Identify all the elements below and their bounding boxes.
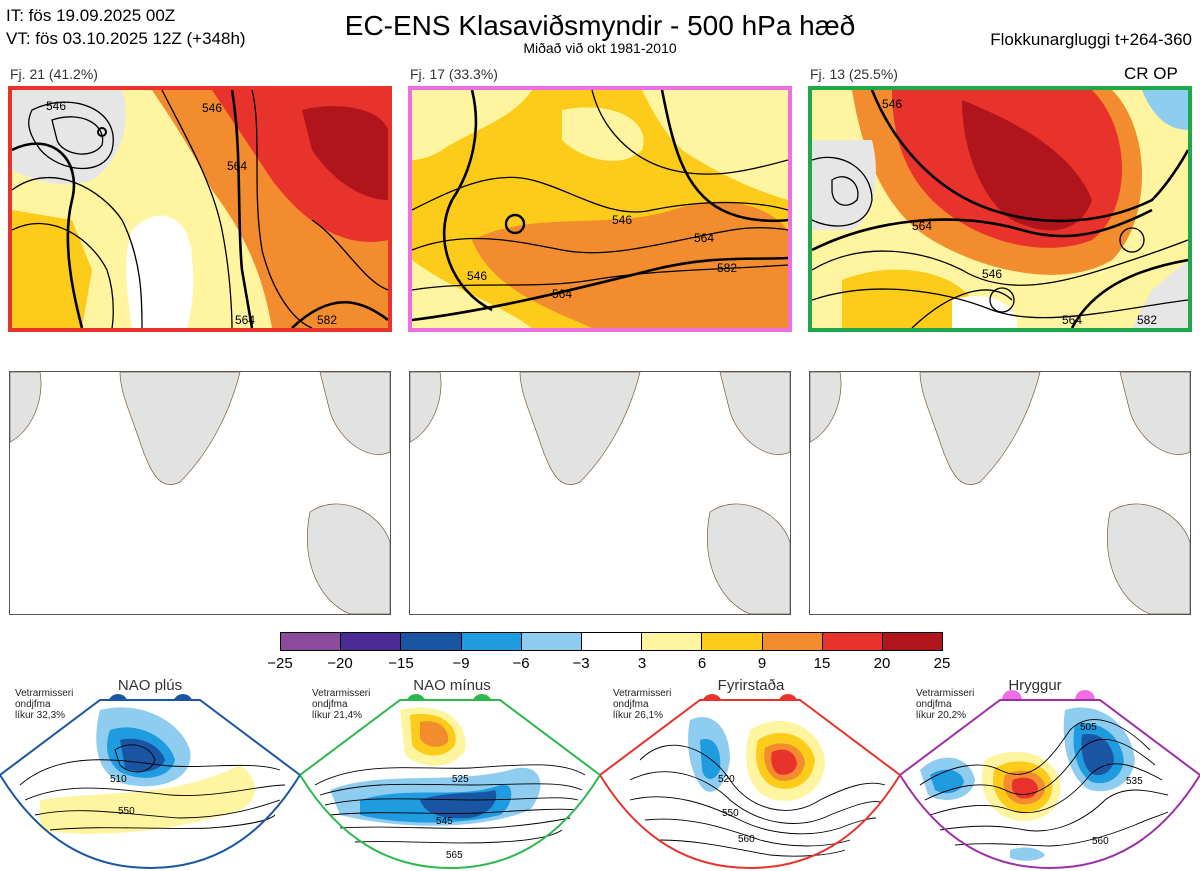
cluster-2-label: Fj. 17 (33.3%) (410, 66, 498, 82)
contour-label: 564 (912, 219, 932, 233)
empty-map-3 (809, 371, 1191, 615)
empty-map-1 (9, 371, 391, 615)
regime-2-map[interactable]: 525 545 565 (300, 690, 600, 870)
colorbar-swatch (882, 633, 943, 650)
regime-value: 550 (722, 808, 739, 819)
cluster-1-map[interactable]: 546 564 546 564 582 (8, 86, 392, 332)
contour-label: 582 (1137, 313, 1157, 327)
contour-label: 546 (982, 267, 1002, 281)
cluster-3-map[interactable]: 546 564 546 564 582 (808, 86, 1192, 332)
regime-value: 510 (110, 774, 127, 785)
colorbar-tick: 15 (813, 655, 831, 672)
colorbar-tick: 25 (933, 655, 951, 672)
regime-2-info: Vetrarmisseri ondjfma líkur 21,4% (312, 688, 371, 721)
cr-op-tag: CR OP (1124, 64, 1178, 83)
colorbar-tick: −20 (327, 655, 353, 672)
colorbar-tick: 6 (697, 655, 707, 672)
contour-label: 546 (202, 101, 222, 115)
regime-4-info: Vetrarmisseri ondjfma líkur 20,2% (916, 688, 975, 721)
colorbar-swatch (762, 633, 823, 650)
colorbar-tick: −6 (512, 655, 530, 672)
header-info: IT: fös 19.09.2025 00Z VT: fös 03.10.202… (6, 4, 246, 50)
regime-3-name: Fyrirstaða (717, 677, 785, 694)
cluster-1-label: Fj. 21 (41.2%) (10, 66, 98, 82)
colorbar-swatch (581, 633, 643, 650)
valid-time: VT: fös 03.10.2025 12Z (+348h) (6, 29, 246, 48)
colorbar-swatch (822, 633, 883, 650)
colorbar-tick: −9 (452, 655, 470, 672)
contour-label: 564 (235, 313, 255, 327)
regime-value: 520 (718, 774, 735, 785)
contour-label: 546 (46, 99, 66, 113)
colorbar-tick: −25 (267, 655, 293, 672)
colorbar-tick: 20 (873, 655, 891, 672)
classification-window: Flokkunargluggi t+264-360 (990, 30, 1192, 49)
contour-label: 582 (317, 313, 337, 327)
regime-1-map[interactable]: 510 550 (0, 690, 300, 870)
cluster-2-map[interactable]: 546 564 582 546 564 (408, 86, 792, 332)
contour-label: 582 (717, 261, 737, 275)
page-title: EC-ENS Klasaviðsmyndir - 500 hPa hæð (344, 10, 856, 41)
regime-value: 525 (452, 774, 469, 785)
regime-3-info: Vetrarmisseri ondjfma líkur 26,1% (613, 688, 672, 721)
colorbar-swatch (401, 633, 462, 650)
colorbar-tick: 3 (637, 655, 647, 672)
contour-label: 564 (694, 231, 714, 245)
contour-label: 564 (227, 159, 247, 173)
regime-value: 560 (1092, 836, 1109, 847)
contour-label: 546 (882, 97, 902, 111)
regime-1-info: Vetrarmisseri ondjfma líkur 32,3% (15, 688, 74, 721)
colorbar-swatch (281, 633, 342, 650)
initial-time: IT: fös 19.09.2025 00Z (6, 6, 176, 25)
regime-4-map[interactable]: 505 535 560 (900, 690, 1200, 870)
regime-3-map[interactable]: 520 550 560 (600, 690, 900, 870)
colorbar-swatch (461, 633, 522, 650)
regime-value: 560 (738, 834, 755, 845)
empty-map-2 (409, 371, 791, 615)
regime-4-name: Hryggur (1008, 677, 1062, 694)
contour-label: 546 (612, 213, 632, 227)
regime-1-name: NAO plús (117, 677, 183, 694)
regime-value: 550 (118, 806, 135, 817)
contour-label: 564 (552, 287, 572, 301)
regime-value: 535 (1126, 776, 1143, 787)
colorbar-tick: 9 (757, 655, 767, 672)
colorbar-swatch (642, 633, 703, 650)
contour-label: 546 (467, 269, 487, 283)
contour-label: 564 (1062, 313, 1082, 327)
colorbar-tick: −3 (572, 655, 590, 672)
colorbar-tick: −15 (388, 655, 414, 672)
regime-value: 565 (446, 850, 463, 861)
colorbar-swatch (702, 633, 763, 650)
regime-value: 545 (436, 816, 453, 827)
colorbar-swatch (341, 633, 402, 650)
cluster-3-label: Fj. 13 (25.5%) (810, 66, 898, 82)
colorbar-swatch (521, 633, 582, 650)
regime-value: 505 (1080, 722, 1097, 733)
anomaly-colorbar (280, 632, 943, 651)
regime-2-name: NAO mínus (413, 677, 491, 694)
page-subtitle: Miðað við okt 1981-2010 (523, 40, 677, 56)
